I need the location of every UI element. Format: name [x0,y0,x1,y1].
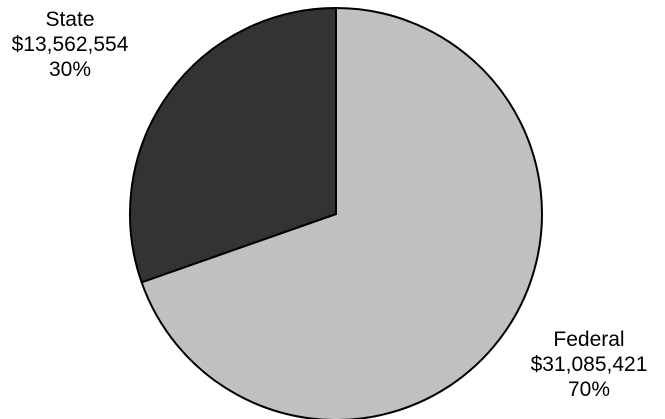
slice-label-state: State $13,562,554 30% [0,7,140,82]
pie-slices [129,6,543,419]
pie-slice-federal [140,6,543,419]
slice-percent-federal: 70% [567,378,611,401]
slice-value-federal: $31,085,421 [530,353,648,376]
slice-name-state: State [45,8,95,31]
pie-slice-state [129,6,337,284]
slice-label-federal: Federal $31,085,421 70% [513,327,665,402]
slice-value-state: $13,562,554 [11,33,129,56]
slice-name-federal: Federal [553,328,625,351]
slice-percent-state: 30% [48,58,92,81]
